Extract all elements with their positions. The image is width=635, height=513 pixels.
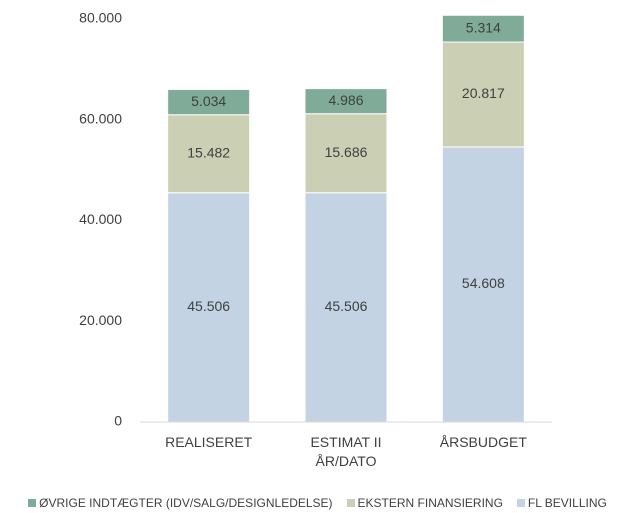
x-tick-label: ÅRSBUDGET [439, 434, 527, 450]
x-tick-label: REALISERET [165, 434, 253, 450]
legend-label: ØVRIGE INDTÆGTER (IDV/SALG/DESIGNLEDELSE… [39, 496, 333, 510]
legend-swatch [516, 499, 525, 507]
legend-item: FL BEVILLING [516, 496, 607, 510]
legend-swatch [346, 499, 355, 507]
y-tick-label: 80.000 [79, 10, 122, 26]
legend: ØVRIGE INDTÆGTER (IDV/SALG/DESIGNLEDELSE… [0, 496, 635, 510]
data-label: 15.686 [325, 144, 368, 160]
data-label: 45.506 [325, 298, 368, 314]
legend-swatch [28, 499, 37, 507]
legend-label: EKSTERN FINANSIERING [357, 496, 503, 510]
legend-item: ØVRIGE INDTÆGTER (IDV/SALG/DESIGNLEDELSE… [28, 496, 333, 510]
bar-segment [441, 41, 525, 148]
data-label: 5.034 [191, 93, 226, 109]
data-label: 15.482 [187, 144, 230, 160]
data-label: 45.506 [187, 298, 230, 314]
bar-segment [441, 14, 525, 43]
data-label: 4.986 [328, 92, 363, 108]
legend-label: FL BEVILLING [527, 496, 607, 510]
bar-segment [304, 88, 388, 115]
y-tick-label: 60.000 [79, 110, 122, 126]
bar-segment [304, 113, 388, 194]
data-label: 20.817 [462, 85, 505, 101]
y-tick-label: 40.000 [79, 211, 122, 227]
data-label: 5.314 [466, 19, 501, 35]
y-tick-label: 0 [114, 413, 122, 429]
bar-segment [167, 114, 251, 194]
legend-item: EKSTERN FINANSIERING [346, 496, 503, 510]
x-tick-label: ESTIMAT II ÅR/DATO [310, 434, 382, 469]
bar-segment [167, 88, 251, 116]
y-tick-label: 20.000 [79, 312, 122, 328]
data-label: 54.608 [462, 275, 505, 291]
